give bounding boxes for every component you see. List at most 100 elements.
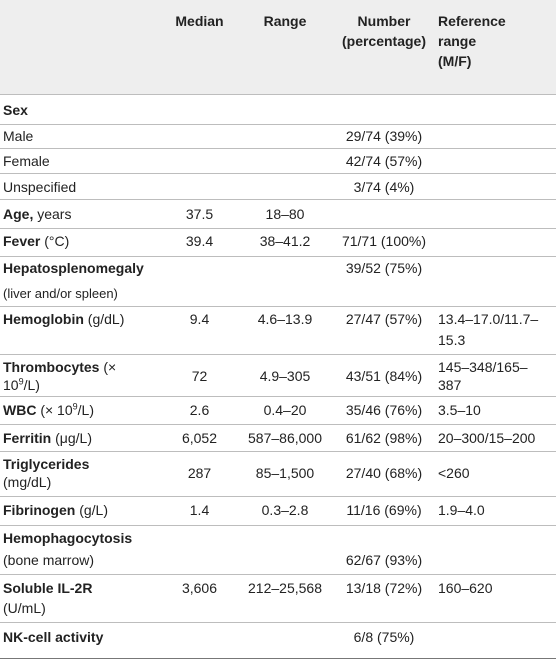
row-il2r-range: 212–25,568 [248,580,322,596]
row-wbc-number: 35/46 (76%) [345,402,423,418]
row-age-median: 37.5 [185,206,214,222]
header-percentage: (percentage) [341,33,427,49]
row-thrombocytes-label-unit: (× [99,359,117,375]
row-wbc-label-bold: WBC [3,402,37,418]
row-triglycerides-range: 85–1,500 [255,465,315,481]
row-triglycerides-unit: (mg/dL) [3,474,52,490]
header-reference: Reference [438,13,506,29]
row-divider [0,451,556,452]
row-thrombocytes-number: 43/51 (84%) [345,368,423,384]
row-thrombocytes-label-bold: Thrombocytes [3,359,100,375]
row-hsm-number: 39/52 (75%) [345,260,423,276]
row-il2r-label: Soluble IL-2R [3,580,93,596]
row-hemoglobin-range: 4.6–13.9 [257,311,313,327]
row-fibrinogen-label-unit: (g/L) [75,502,109,518]
row-female-number: 42/74 (57%) [345,153,423,169]
row-fever-label-unit: (°C) [40,233,70,249]
row-triglycerides-ref: <260 [438,465,470,481]
row-hemoglobin-number: 27/47 (57%) [345,311,423,327]
row-hemoglobin-label-unit: (g/dL) [83,311,125,327]
row-divider [0,496,556,497]
row-fibrinogen-range: 0.3–2.8 [261,502,309,518]
row-thrombocytes-median: 72 [191,368,208,384]
row-ferritin-label-unit: (μg/L) [51,430,92,446]
row-divider [0,199,556,200]
row-unspecified-number: 3/74 (4%) [353,179,415,195]
header-range: Range [263,13,307,29]
row-sex-label: Sex [3,102,28,118]
row-fever-range: 38–41.2 [259,233,311,249]
row-hemoglobin-ref-line2: 15.3 [438,332,466,348]
row-wbc-label: WBC (× 109/L) [3,400,94,421]
row-thrombocytes-label-line2: 109/L) [3,375,40,396]
row-wbc-label-post: /L) [77,402,94,418]
row-hemoglobin-label-bold: Hemoglobin [3,311,84,327]
row-ferritin-label: Ferritin (μg/L) [3,428,92,449]
header-median: Median [175,13,224,29]
table-bottom-rule [0,658,556,659]
row-age-range: 18–80 [265,206,305,222]
row-wbc-range: 0.4–20 [263,402,307,418]
row-triglycerides-median: 287 [187,465,212,481]
row-ferritin-range: 587–86,000 [248,430,322,446]
row-thrombocytes-ref-line2: 387 [438,377,462,393]
row-fever-label: Fever (°C) [3,231,69,252]
row-fibrinogen-number: 11/16 (69%) [346,502,422,518]
row-hemoglobin-label: Hemoglobin (g/dL) [3,309,124,330]
row-il2r-number: 13/18 (72%) [345,580,423,596]
row-nk-label: NK-cell activity [3,629,104,645]
row-divider [0,256,556,257]
row-male-number: 29/74 (39%) [345,128,423,144]
row-divider [0,148,556,149]
row-ferritin-ref: 20–300/15–200 [438,430,536,446]
row-hsm-sublabel: (liver and/or spleen) [3,286,118,301]
row-hemophago-label: Hemophagocytosis [3,530,133,546]
row-nk-number: 6/8 (75%) [353,629,415,645]
row-thrombocytes-unit-sup: 9 [18,376,24,387]
row-hemoglobin-median: 9.4 [189,311,210,327]
header-mf: (M/F) [438,53,472,69]
table-header [0,0,556,94]
row-ferritin-label-bold: Ferritin [3,430,52,446]
row-il2r-ref: 160–620 [438,580,493,596]
row-hemophago-sublabel: (bone marrow) [3,552,95,568]
row-thrombocytes-unit-post: /L) [23,377,40,393]
row-fever-number: 71/71 (100%) [341,233,427,249]
row-ferritin-number: 61/62 (98%) [345,430,423,446]
row-thrombocytes-range: 4.9–305 [259,368,311,384]
row-il2r-median: 3,606 [181,580,218,596]
row-divider [0,396,556,397]
row-thrombocytes-ref-line1: 145–348/165– [438,359,528,375]
row-fibrinogen-label: Fibrinogen (g/L) [3,500,108,521]
row-wbc-median: 2.6 [189,402,210,418]
header-range-word: range [438,33,477,49]
row-age-label: Age, years [3,204,71,225]
row-thrombocytes-unit-pre: 10 [3,377,19,393]
row-fibrinogen-ref: 1.9–4.0 [438,502,485,518]
row-unspecified-label: Unspecified [3,179,77,195]
row-wbc-label-unit: (× 10 [36,402,73,418]
row-hsm-label: Hepatosplenomegaly [3,260,144,276]
row-divider [0,424,556,425]
row-divider [0,228,556,229]
row-ferritin-median: 6,052 [181,430,218,446]
row-fibrinogen-median: 1.4 [189,502,210,518]
row-male-label: Male [3,128,34,144]
row-divider [0,173,556,174]
row-fibrinogen-label-bold: Fibrinogen [3,502,76,518]
row-divider [0,354,556,355]
row-fever-median: 39.4 [185,233,214,249]
row-divider [0,622,556,623]
row-fever-label-bold: Fever [3,233,41,249]
row-female-label: Female [3,153,50,169]
row-divider [0,306,556,307]
row-divider [0,124,556,125]
header-divider [0,94,556,95]
row-triglycerides-number: 27/40 (68%) [345,465,423,481]
row-wbc-label-sup: 9 [72,401,78,412]
row-triglycerides-label: Triglycerides [3,456,90,472]
row-hemophago-number: 62/67 (93%) [345,552,423,568]
row-hemoglobin-ref-line1: 13.4–17.0/11.7– [438,311,539,327]
row-age-label-unit: years [33,206,72,222]
